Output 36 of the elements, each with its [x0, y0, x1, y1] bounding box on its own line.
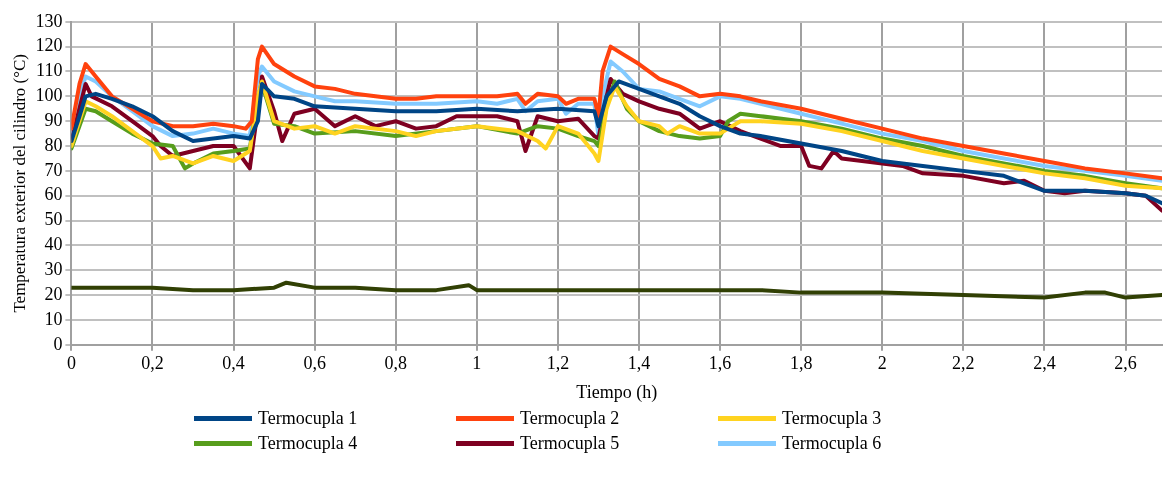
y-tick-label: 130: [35, 10, 63, 31]
y-tick-label: 100: [35, 85, 63, 106]
y-tick-label: 30: [44, 259, 63, 279]
x-tick-label: 0,4: [222, 353, 245, 374]
x-tick-label: 1,6: [708, 353, 732, 374]
y-axis-title: Temperatura exterior del cilindro (°C): [9, 53, 29, 313]
x-tick-label: 1,4: [627, 353, 651, 374]
x-tick-label: 2,4: [1033, 353, 1056, 374]
x-tick-label: 2: [877, 353, 887, 374]
y-tick-label: 120: [35, 35, 63, 56]
y-tick-label: 60: [44, 184, 63, 205]
legend-label: Termocupla 2: [520, 408, 620, 429]
y-tick-label: 10: [44, 308, 63, 329]
x-axis-title: Tiempo (h): [576, 381, 658, 403]
x-tick-label: 0,8: [384, 353, 407, 374]
legend-label: Termocupla 6: [782, 433, 882, 454]
x-tick-label: 0,6: [303, 353, 326, 374]
x-tick-label: 2,6: [1114, 353, 1137, 374]
y-tick-label: 110: [36, 60, 63, 81]
legend-label: Termocupla 5: [520, 433, 620, 454]
legend-label: Termocupla 4: [258, 433, 358, 454]
legend-label: Termocupla 1: [258, 408, 358, 429]
x-tick-label: 2,2: [952, 353, 975, 374]
y-tick-label: 90: [44, 109, 63, 130]
x-tick-label: 1,8: [789, 353, 813, 374]
y-tick-label: 80: [44, 134, 63, 155]
y-tick-label: 40: [44, 234, 63, 255]
legend-label: Termocupla 3: [782, 408, 882, 429]
y-tick-label: 0: [53, 333, 63, 354]
y-tick-label: 70: [44, 159, 63, 180]
x-tick-label: 0: [66, 353, 76, 374]
y-tick-label: 50: [44, 209, 63, 230]
y-tick-label: 20: [44, 283, 63, 304]
x-tick-label: 0,2: [141, 353, 164, 374]
x-tick-label: 1: [472, 353, 482, 374]
x-tick-label: 1,2: [546, 353, 570, 374]
